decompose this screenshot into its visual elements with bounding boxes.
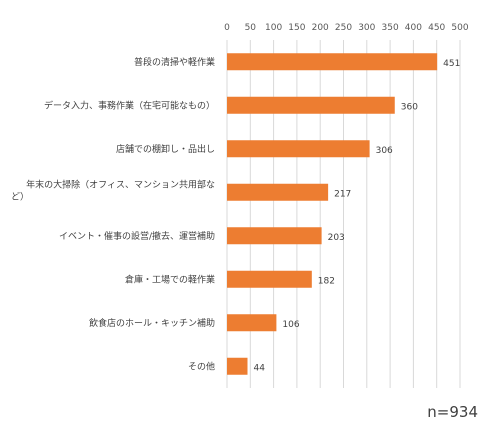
bar — [227, 183, 329, 201]
category-label: イベント・催事の設営/撤去、運営補助 — [59, 230, 215, 242]
data-label: 360 — [401, 102, 418, 112]
category-label: 年末の大掃除（オフィス、マンション共用部な — [26, 178, 215, 190]
data-label: 182 — [318, 276, 335, 286]
x-tick-label: 450 — [428, 23, 445, 33]
bar — [227, 357, 248, 375]
category-label: ど） — [11, 191, 29, 202]
bar — [227, 270, 312, 288]
x-tick-label: 350 — [382, 23, 399, 33]
x-tick-label: 250 — [335, 23, 352, 33]
data-label: 203 — [328, 233, 345, 243]
sample-size-note: n=934 — [427, 403, 478, 421]
bar — [227, 140, 370, 158]
category-label: データ入力、事務作業（在宅可能なもの） — [44, 99, 215, 111]
bar — [227, 227, 322, 245]
data-label: 217 — [334, 189, 351, 199]
x-tick-label: 150 — [288, 23, 305, 33]
category-label: 倉庫・工場での軽作業 — [125, 273, 215, 285]
data-label: 451 — [443, 59, 460, 69]
bar — [227, 314, 277, 332]
category-label: 普段の清掃や軽作業 — [134, 56, 215, 68]
x-tick-label: 300 — [358, 23, 375, 33]
data-label: 44 — [254, 363, 266, 373]
x-tick-label: 200 — [312, 23, 329, 33]
category-label: 店舗での棚卸し・品出し — [116, 143, 215, 155]
category-label: 飲食店のホール・キッチン補助 — [89, 317, 215, 329]
x-tick-label: 400 — [405, 23, 422, 33]
x-tick-label: 500 — [451, 23, 468, 33]
bar — [227, 53, 438, 71]
data-label: 106 — [282, 320, 299, 330]
data-label: 306 — [376, 146, 393, 156]
x-tick-label: 50 — [245, 23, 257, 33]
bar — [227, 96, 395, 114]
category-label: その他 — [188, 360, 215, 372]
x-tick-label: 0 — [224, 23, 230, 33]
x-tick-label: 100 — [265, 23, 282, 33]
